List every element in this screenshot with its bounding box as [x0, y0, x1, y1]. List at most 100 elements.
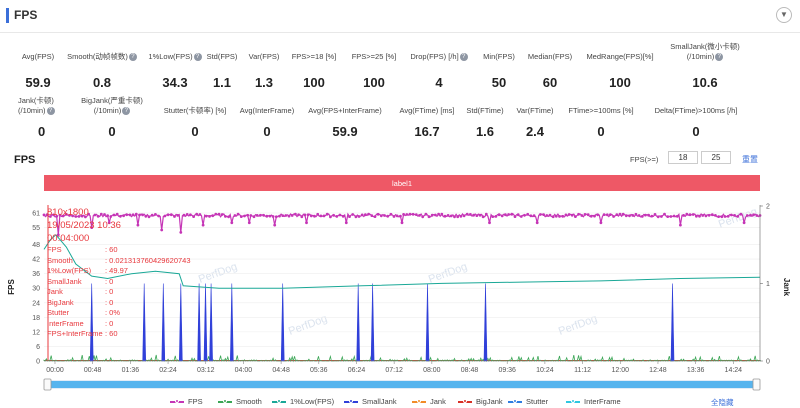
- legend-swatch: [566, 399, 580, 404]
- metric-stutter: Stutter(卡顿率) [%] 0: [163, 106, 227, 139]
- x-tick-label: 11:12: [574, 367, 591, 374]
- label-banner[interactable]: [44, 175, 760, 191]
- x-tick-label: 04:48: [272, 367, 290, 374]
- x-tick-label: 00:00: [46, 367, 64, 374]
- x-tick-label: 09:36: [498, 367, 516, 374]
- legend-swatch: [458, 399, 472, 404]
- x-tick-label: 13:36: [687, 367, 705, 374]
- x-tick-label: 08:48: [461, 367, 479, 374]
- scrollbar-thumb[interactable]: [48, 381, 756, 388]
- legend-marker: [223, 399, 227, 404]
- help-icon[interactable]: ?: [459, 53, 468, 62]
- x-tick-label: 04:00: [235, 367, 253, 374]
- x-tick-label: 07:12: [385, 367, 403, 374]
- legend-marker: [417, 399, 421, 404]
- section-accent-bar: [6, 8, 9, 23]
- metric-var-fps: Var(FPS) 1.3: [248, 52, 280, 90]
- legend-swatch: [344, 399, 358, 404]
- metric-ftime-ge-100: FTime>=100ms [%] 0: [568, 106, 634, 139]
- smalljank-spike: [670, 283, 675, 362]
- x-tick-label: 10:24: [536, 367, 554, 374]
- y-tick-label: 6: [36, 344, 40, 351]
- smalljank-spike: [483, 283, 488, 362]
- scrollbar-left-handle[interactable]: [43, 378, 52, 391]
- metric-smooth: Smooth(动帧帧数)? 0.8: [65, 52, 139, 90]
- fps-threshold-input-2[interactable]: [701, 151, 731, 164]
- y-tick-label: 12: [32, 329, 40, 336]
- watermark: PerfDog: [287, 313, 329, 338]
- y-tick-label: 42: [32, 257, 40, 264]
- help-icon[interactable]: ?: [46, 107, 55, 116]
- metric-medrange-fps: MedRange(FPS)[%] 100: [586, 52, 654, 90]
- metric-avg-fps-interframe: Avg(FPS+InterFrame) 59.9: [308, 106, 382, 139]
- scrollbar-right-handle[interactable]: [752, 378, 761, 391]
- legend-item-fps[interactable]: FPS: [170, 397, 203, 406]
- legend-marker: [349, 399, 353, 404]
- y-tick-label: 0: [36, 359, 40, 366]
- legend-label: InterFrame: [584, 397, 621, 406]
- metric-fps-ge-18: FPS>=18 [%] 100: [291, 52, 337, 90]
- help-icon[interactable]: ?: [128, 53, 137, 62]
- metric-min-fps: Min(FPS) 50: [483, 52, 515, 90]
- chevron-down-icon[interactable]: ▼: [776, 7, 792, 23]
- metric-drop-fps: Drop(FPS) [/h]? 4: [409, 52, 469, 90]
- smalljank-spike: [370, 283, 375, 362]
- y-right-tick-label: 2: [766, 204, 770, 211]
- series-1pct-low-line: [43, 234, 761, 289]
- metric-median-fps: Median(FPS) 60: [527, 52, 573, 90]
- legend-marker: [463, 399, 467, 404]
- metric-fps-ge-25: FPS>=25 [%] 100: [351, 52, 397, 90]
- fps-threshold-label: FPS(>=): [630, 155, 659, 164]
- section-title: FPS: [14, 8, 38, 22]
- legend-item-smooth[interactable]: Smooth: [218, 397, 262, 406]
- legend-marker: [175, 399, 179, 404]
- section-header: FPS ▼: [0, 0, 800, 33]
- x-tick-label: 01:36: [122, 367, 140, 374]
- legend-label: 1%Low(FPS): [290, 397, 335, 406]
- smalljank-spike: [203, 283, 208, 362]
- y-right-tick-label: 1: [766, 281, 770, 288]
- x-tick-label: 12:48: [649, 367, 667, 374]
- legend-item-interframe[interactable]: InterFrame: [566, 397, 621, 406]
- series-fps-line: [43, 212, 761, 235]
- legend-item-1-low-fps-[interactable]: 1%Low(FPS): [272, 397, 334, 406]
- legend-item-jank[interactable]: Jank: [412, 397, 446, 406]
- legend-label: SmallJank: [362, 397, 397, 406]
- watermark: PerfDog: [427, 261, 469, 286]
- metric-1pct-low: 1%Low(FPS)? 34.3: [148, 52, 202, 90]
- smalljank-spike: [142, 283, 147, 362]
- help-icon[interactable]: ?: [122, 107, 131, 116]
- time-range-scrollbar[interactable]: [43, 378, 761, 391]
- fps-threshold-input-1[interactable]: [668, 151, 698, 164]
- y-axis-left-label: FPS: [7, 279, 16, 295]
- legend-swatch: [412, 399, 426, 404]
- label-banner-text: label1: [392, 179, 412, 188]
- legend-marker: [513, 399, 517, 404]
- metric-avg-interframe: Avg(InterFrame) 0: [239, 106, 295, 139]
- smalljank-spike: [209, 283, 213, 362]
- y-axis-right-label: Jank: [782, 278, 791, 297]
- x-tick-label: 08:00: [423, 367, 441, 374]
- legend-item-bigjank[interactable]: BigJank: [458, 397, 503, 406]
- reset-button[interactable]: 重置: [742, 155, 758, 164]
- legend-item-stutter[interactable]: Stutter: [508, 397, 548, 406]
- smalljank-spike: [425, 283, 430, 362]
- legend-swatch: [272, 399, 286, 404]
- x-tick-label: 12:00: [611, 367, 629, 374]
- y-tick-label: 24: [32, 300, 40, 307]
- legend-marker: [277, 399, 281, 404]
- legend-marker: [571, 399, 575, 404]
- help-icon[interactable]: ?: [193, 53, 202, 62]
- legend-item-smalljank[interactable]: SmallJank: [344, 397, 397, 406]
- x-tick-label: 03:12: [197, 367, 215, 374]
- y-tick-label: 48: [32, 242, 40, 249]
- smalljank-spike: [161, 283, 166, 362]
- fps-chart[interactable]: FPS Jank label1 PerfDog PerfDog PerfDog …: [0, 168, 800, 396]
- legend-label: FPS: [188, 397, 203, 406]
- metric-std-ftime: Std(FTime) 1.6: [466, 106, 504, 139]
- x-tick-label: 02:24: [159, 367, 177, 374]
- help-icon[interactable]: ?: [715, 53, 724, 62]
- hide-all-button[interactable]: 全隐藏: [711, 398, 734, 407]
- legend-label: BigJank: [476, 397, 503, 406]
- metric-avg-ftime: Avg(FTime) [ms] 16.7: [399, 106, 455, 139]
